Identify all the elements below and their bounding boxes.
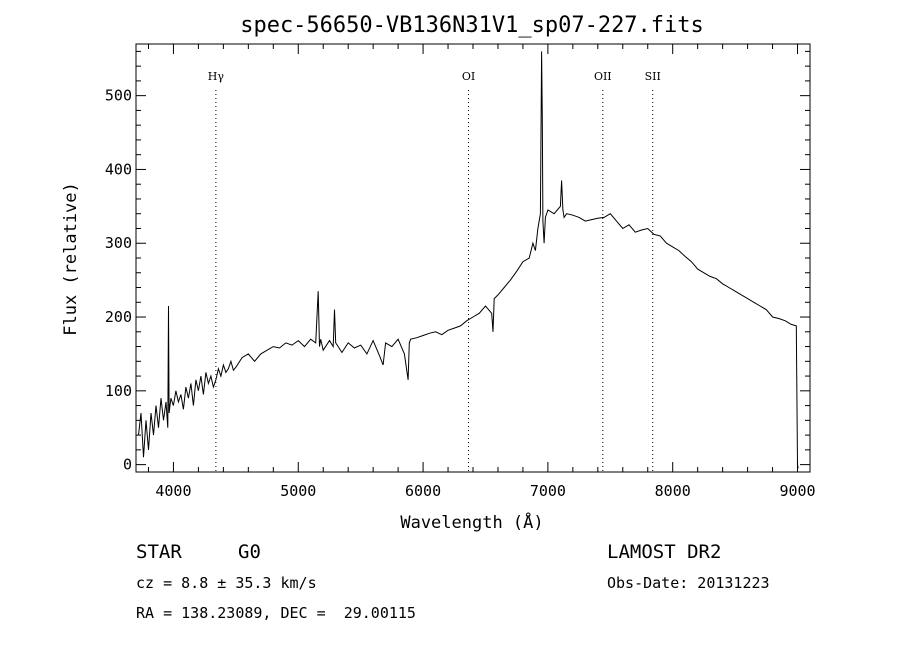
y-axis-label: Flux (relative)	[61, 182, 81, 336]
y-tick-label: 100	[105, 382, 132, 400]
survey-name: LAMOST DR2	[607, 541, 722, 563]
coordinates: RA = 138.23089, DEC = 29.00115	[136, 604, 416, 622]
plot-frame	[135, 43, 811, 473]
x-axis-label: Wavelength (Å)	[400, 511, 543, 533]
plot-area: 4000 5000 6000 7000 8000 9000 0 100 200 300 400 500…	[105, 43, 816, 500]
x-tick-label: 6000	[405, 482, 441, 500]
spectral-line-label: Hγ	[208, 70, 225, 83]
redshift-text: cz = 8.8 ± 35.3 km/s	[136, 574, 317, 592]
spectral-line-label: SII	[645, 70, 661, 83]
x-tick-label: 8000	[655, 482, 691, 500]
chart-title: spec-56650-VB136N31V1_sp07-227.fits	[240, 13, 704, 38]
spectral-line-label: OI	[462, 70, 475, 83]
y-tick-label: 0	[123, 456, 132, 474]
x-tick-label: 7000	[530, 482, 566, 500]
obs-date: Obs-Date: 20131223	[607, 574, 770, 592]
spectral-subclass: G0	[238, 541, 261, 563]
object-class: STAR	[136, 541, 182, 563]
x-tick-label: 9000	[779, 482, 815, 500]
x-tick-label: 4000	[155, 482, 191, 500]
y-tick-label: 200	[105, 308, 132, 326]
spectrum-line	[138, 51, 799, 469]
y-tick-label: 500	[105, 87, 132, 105]
x-tick-label: 5000	[280, 482, 316, 500]
spectral-line-label: OII	[594, 70, 612, 83]
y-tick-label: 400	[105, 160, 132, 178]
y-tick-label: 300	[105, 234, 132, 252]
